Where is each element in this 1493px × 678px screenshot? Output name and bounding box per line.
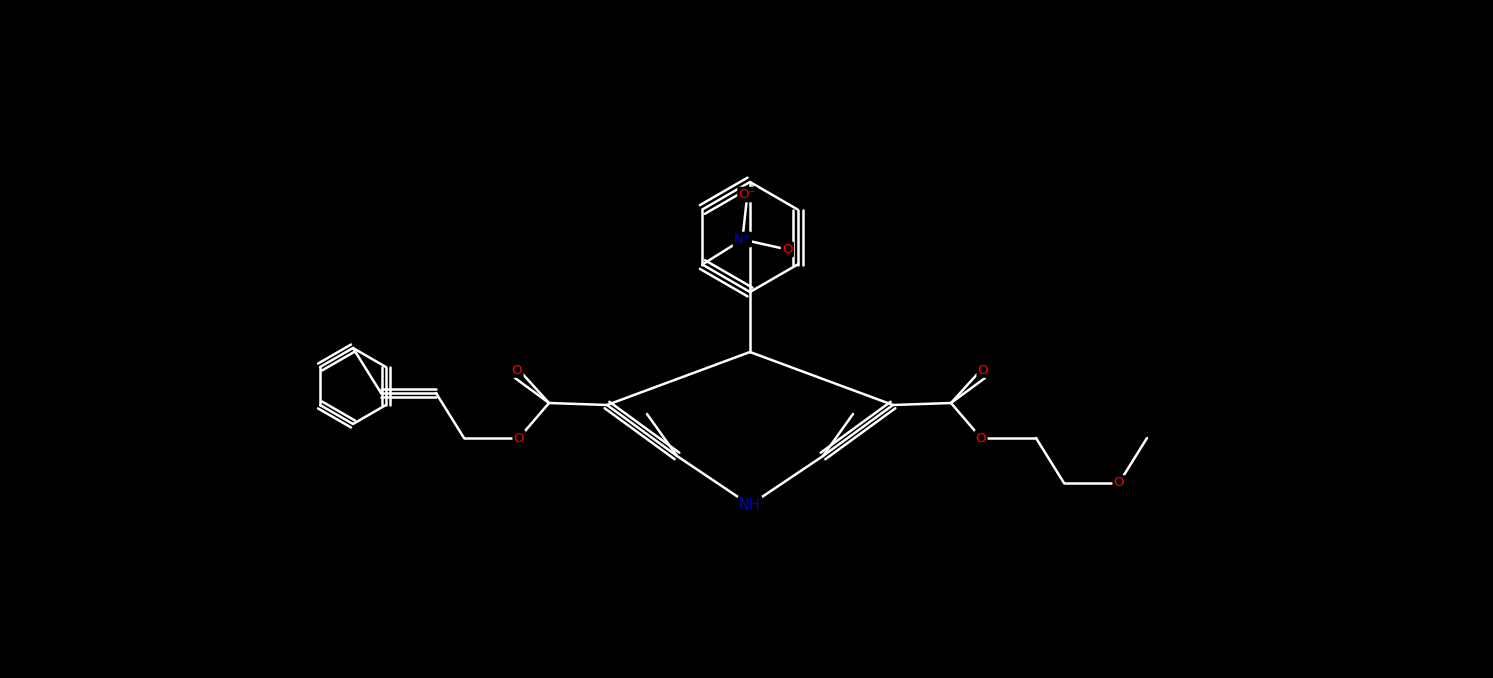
- Text: O: O: [978, 363, 988, 376]
- Text: O: O: [1114, 477, 1124, 490]
- Text: NH: NH: [739, 498, 761, 513]
- Text: O: O: [976, 431, 987, 445]
- Text: O: O: [512, 363, 523, 376]
- Text: O: O: [782, 243, 793, 256]
- Text: N⁺: N⁺: [735, 233, 751, 246]
- Text: O⁻: O⁻: [739, 188, 755, 201]
- Text: O: O: [514, 431, 524, 445]
